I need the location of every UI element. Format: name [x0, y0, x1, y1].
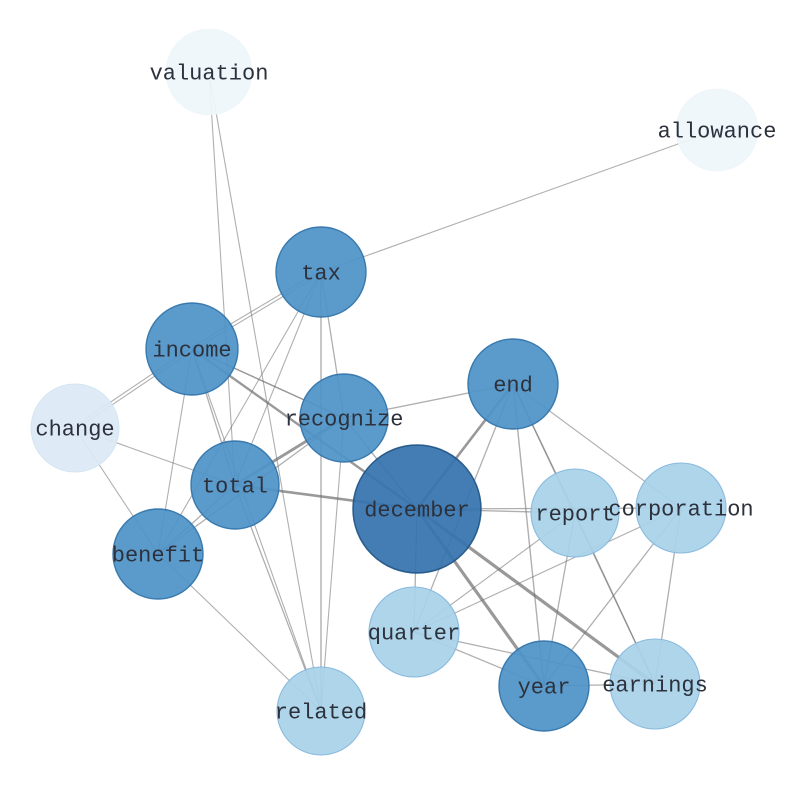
svg-text:change: change	[35, 418, 114, 443]
svg-text:december: december	[364, 499, 470, 524]
svg-text:benefit: benefit	[112, 544, 204, 569]
svg-text:allowance: allowance	[658, 120, 777, 145]
svg-text:tax: tax	[301, 262, 341, 287]
svg-text:income: income	[152, 339, 231, 364]
svg-text:quarter: quarter	[368, 622, 460, 647]
svg-text:end: end	[493, 374, 533, 399]
svg-text:recognize: recognize	[285, 408, 404, 433]
svg-text:corporation: corporation	[608, 498, 753, 523]
svg-text:total: total	[202, 475, 268, 500]
svg-text:valuation: valuation	[150, 62, 269, 87]
svg-text:related: related	[275, 701, 367, 726]
svg-text:report: report	[535, 503, 614, 528]
svg-text:year: year	[518, 676, 571, 701]
svg-text:earnings: earnings	[602, 674, 708, 699]
